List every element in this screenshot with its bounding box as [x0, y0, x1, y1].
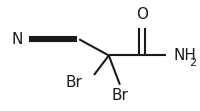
Text: Br: Br: [65, 75, 82, 90]
Text: N: N: [11, 32, 23, 47]
Text: NH: NH: [174, 48, 196, 63]
Text: Br: Br: [111, 88, 128, 103]
Text: 2: 2: [189, 58, 196, 68]
Text: O: O: [136, 7, 148, 22]
